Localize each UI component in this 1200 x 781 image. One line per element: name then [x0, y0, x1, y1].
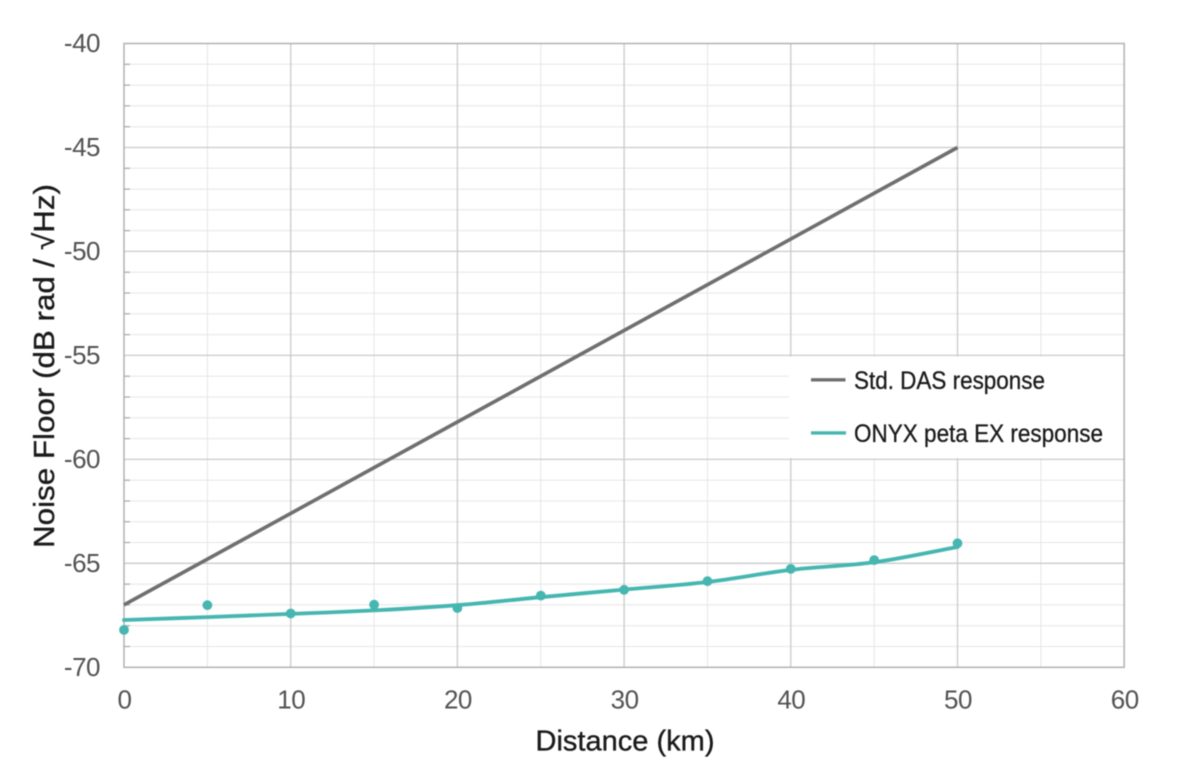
svg-text:Noise Floor (dB rad / √Hz): Noise Floor (dB rad / √Hz) [29, 184, 61, 548]
svg-text:ONYX peta EX response: ONYX peta EX response [854, 420, 1103, 448]
svg-text:-70: -70 [64, 652, 100, 682]
svg-text:-45: -45 [64, 132, 100, 162]
svg-text:-60: -60 [64, 444, 100, 474]
svg-text:Distance (km): Distance (km) [536, 726, 715, 758]
svg-text:-65: -65 [64, 548, 100, 578]
svg-text:0: 0 [118, 685, 132, 715]
svg-text:50: 50 [944, 685, 972, 715]
svg-text:30: 30 [611, 685, 639, 715]
svg-text:40: 40 [777, 685, 805, 715]
svg-text:20: 20 [444, 685, 472, 715]
svg-text:Std. DAS response: Std. DAS response [854, 367, 1045, 395]
svg-text:60: 60 [1111, 685, 1139, 715]
svg-text:-40: -40 [64, 28, 100, 58]
svg-text:-50: -50 [64, 236, 100, 266]
svg-text:-55: -55 [64, 340, 100, 370]
svg-text:10: 10 [277, 685, 305, 715]
